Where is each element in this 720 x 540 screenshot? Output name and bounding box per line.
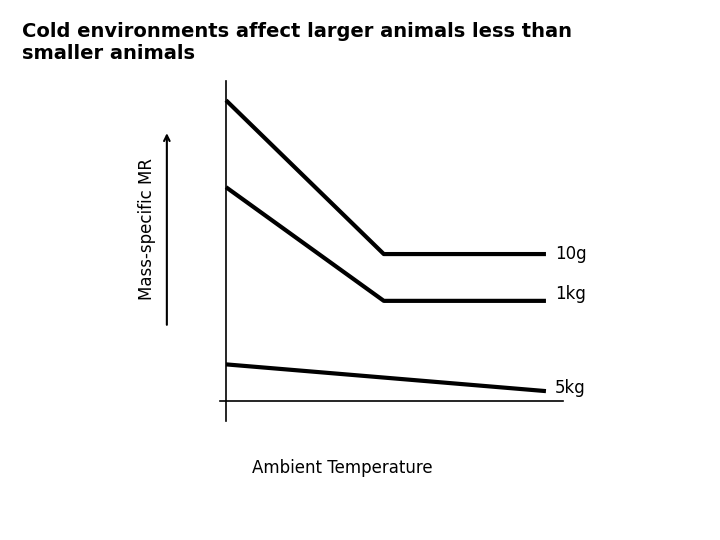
Text: 10g: 10g (554, 245, 586, 263)
Text: Cold environments affect larger animals less than
smaller animals: Cold environments affect larger animals … (22, 22, 572, 63)
Text: 5kg: 5kg (554, 379, 585, 397)
Text: Ambient Temperature: Ambient Temperature (252, 459, 433, 477)
Text: 1kg: 1kg (554, 285, 585, 303)
Text: Mass-specific MR: Mass-specific MR (138, 158, 156, 300)
